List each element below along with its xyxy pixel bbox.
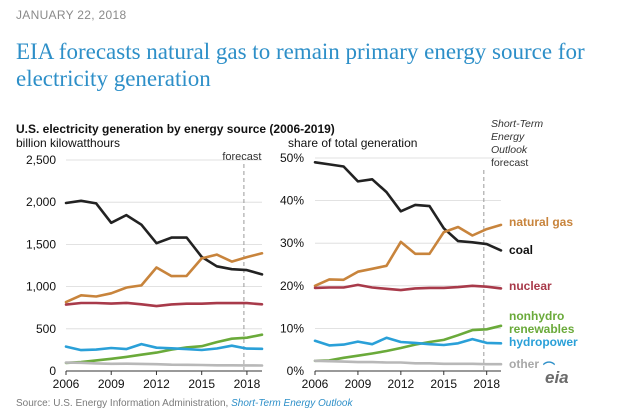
steo-label-line: Outlook (491, 144, 528, 156)
left-ytick-label: 0 (49, 364, 56, 378)
source-link[interactable]: Short-Term Energy Outlook (231, 398, 353, 409)
right-line-renewables (313, 324, 503, 363)
right-line-coal (313, 161, 503, 252)
right-chart-ylabel: share of total generation (288, 136, 417, 150)
right-chart: 0% 10% 20% 30% 40% 50% 2006 2009 2012 2015 2018 nat… (280, 151, 578, 391)
left-chart-ylabel: billion kilowatthours (16, 136, 120, 150)
right-ytick-label: 0% (287, 364, 305, 378)
left-line-renewables (64, 333, 264, 365)
chart-heading: U.S. electricity generation by energy so… (16, 122, 335, 136)
left-xtick-label: 2018 (234, 377, 261, 391)
series-label-renewables: nonhydro (509, 309, 564, 323)
series-label-natural-gas: natural gas (509, 215, 573, 229)
right-xtick-label: 2015 (430, 377, 457, 391)
right-xtick-label: 2012 (387, 377, 414, 391)
left-line-nuclear (64, 301, 264, 308)
left-xtick-label: 2012 (143, 377, 170, 391)
left-ytick-label: 2,000 (26, 195, 56, 209)
source-prefix: Source: U.S. Energy Information Administ… (16, 398, 232, 409)
left-ytick-label: 1,000 (26, 280, 56, 294)
left-line-coal (64, 199, 264, 276)
publication-date: JANUARY 22, 2018 (16, 8, 127, 22)
left-line-hydropower (64, 342, 264, 352)
left-ytick-label: 500 (36, 322, 56, 336)
left-ytick-label: 1,500 (26, 237, 56, 251)
series-label-renewables: renewables (509, 322, 575, 336)
right-ytick-label: 10% (280, 321, 304, 335)
source-note: Source: U.S. Energy Information Administ… (16, 398, 352, 409)
left-xtick-label: 2015 (188, 377, 215, 391)
left-chart: 0 500 1,000 1,500 2,000 2,500 2006 2009 2012 2015… (26, 151, 264, 391)
eia-logo: ⌒ eia (543, 361, 569, 388)
eia-swoosh-icon: ⌒ (543, 361, 556, 375)
right-line-hydropower (313, 336, 503, 347)
right-xtick-label: 2018 (473, 377, 500, 391)
eia-logo-text: eia (545, 368, 569, 387)
right-line-nuclear (313, 283, 503, 292)
right-ytick-label: 30% (280, 236, 304, 250)
right-ytick-label: 40% (280, 194, 304, 208)
left-ytick-label: 2,500 (26, 153, 56, 167)
series-label-nuclear: nuclear (509, 279, 552, 293)
right-xtick-label: 2009 (345, 377, 372, 391)
left-xtick-label: 2006 (53, 377, 80, 391)
steo-label-line: Short-Term (491, 118, 543, 130)
steo-label-line: Energy (491, 131, 525, 143)
right-line-natural-gas (313, 223, 503, 288)
series-label-hydropower: hydropower (509, 335, 578, 349)
series-label-other: other (509, 357, 539, 371)
left-xtick-label: 2009 (98, 377, 125, 391)
page-title: EIA forecasts natural gas to remain prim… (16, 39, 585, 91)
series-label-coal: coal (509, 243, 533, 257)
right-line-other (313, 359, 503, 366)
right-ytick-label: 50% (280, 151, 304, 165)
left-forecast-label: forecast (222, 151, 261, 163)
left-line-other (64, 361, 264, 367)
right-xtick-label: 2006 (302, 377, 329, 391)
steo-label: Short-Term Energy Outlook forecast (491, 118, 543, 169)
steo-label-line: forecast (491, 157, 528, 169)
right-ytick-label: 20% (280, 279, 304, 293)
left-line-natural-gas (64, 252, 264, 304)
